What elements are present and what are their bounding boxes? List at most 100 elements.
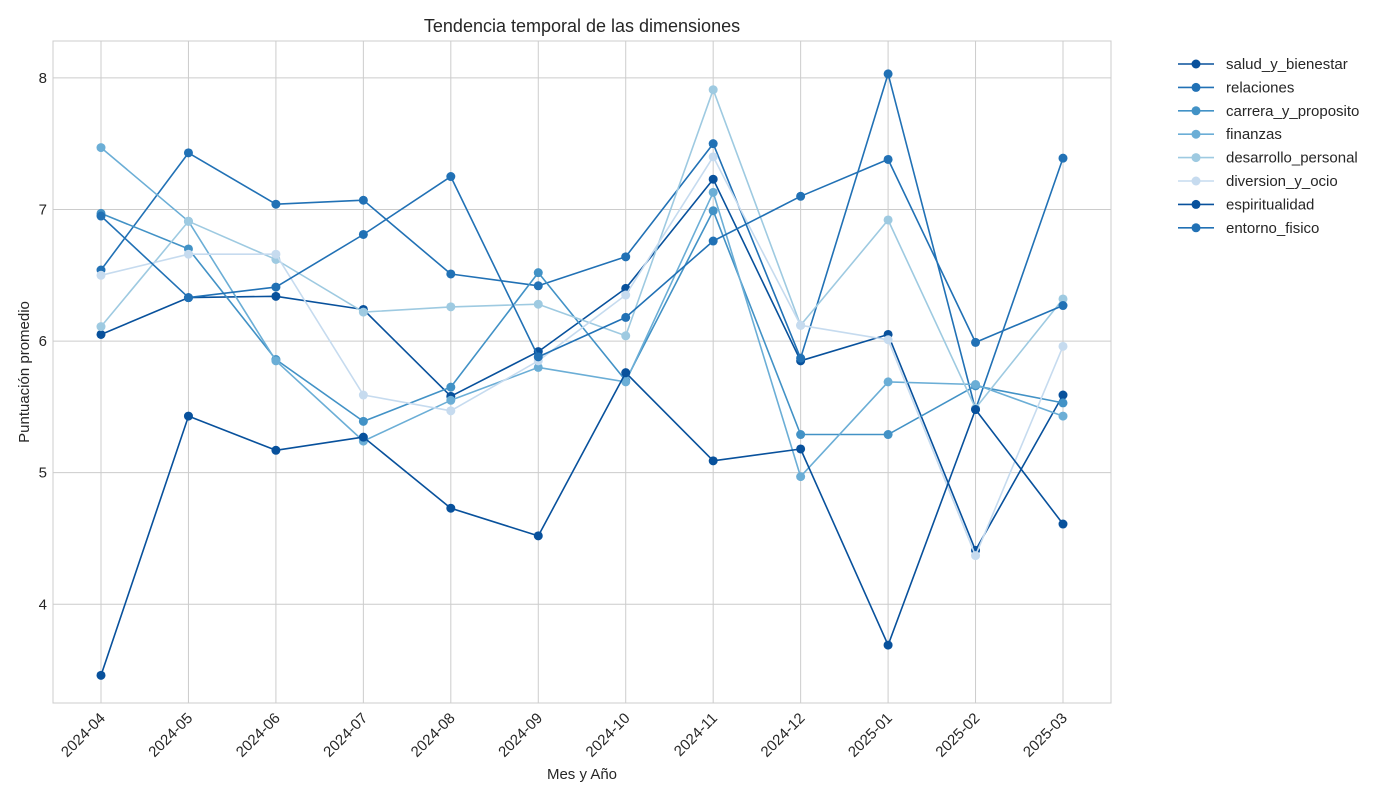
data-point-finanzas	[621, 377, 631, 387]
legend-item-carrera_y_proposito: carrera_y_proposito	[1178, 103, 1359, 120]
data-point-carrera_y_proposito	[358, 416, 368, 426]
legend-item-diversion_y_ocio: diversion_y_ocio	[1178, 173, 1338, 190]
legend-label-relaciones: relaciones	[1226, 79, 1294, 96]
data-point-relaciones	[533, 281, 543, 291]
legend-marker-salud_y_bienestar	[1191, 59, 1201, 69]
data-point-diversion_y_ocio	[271, 249, 281, 259]
data-point-entorno_fisico	[796, 191, 806, 201]
data-point-entorno_fisico	[883, 154, 893, 164]
x-tick-labels: 2024-04 2024-05 2024-06 2024-07 2024-08 2024-…	[58, 710, 1071, 761]
data-point-finanzas	[971, 380, 981, 390]
data-point-finanzas	[271, 356, 281, 366]
data-point-espiritualidad	[621, 368, 631, 378]
data-point-carrera_y_proposito	[708, 206, 718, 216]
data-point-desarrollo_personal	[358, 307, 368, 317]
data-point-desarrollo_personal	[533, 299, 543, 309]
data-point-finanzas	[708, 187, 718, 197]
data-point-relaciones	[271, 199, 281, 209]
data-point-espiritualidad	[96, 670, 106, 680]
legend-marker-diversion_y_ocio	[1191, 176, 1201, 186]
data-point-relaciones	[446, 269, 456, 279]
data-point-carrera_y_proposito	[883, 430, 893, 440]
data-point-diversion_y_ocio	[883, 335, 893, 345]
data-point-carrera_y_proposito	[796, 430, 806, 440]
y-tick-label: 8	[39, 70, 47, 87]
data-point-espiritualidad	[183, 411, 193, 421]
series-line-finanzas	[100, 146, 1064, 478]
data-point-salud_y_bienestar	[271, 291, 281, 301]
data-point-entorno_fisico	[183, 293, 193, 303]
data-point-diversion_y_ocio	[708, 152, 718, 162]
series-line-carrera_y_proposito	[100, 210, 1064, 436]
x-tick-label: 2024-09	[495, 710, 546, 761]
data-point-desarrollo_personal	[1058, 294, 1068, 304]
data-point-entorno_fisico	[1058, 301, 1068, 311]
x-tick-label: 2024-05	[145, 710, 196, 761]
data-point-salud_y_bienestar	[1058, 390, 1068, 400]
data-point-carrera_y_proposito	[1058, 398, 1068, 408]
data-point-desarrollo_personal	[96, 322, 106, 332]
legend-marker-carrera_y_proposito	[1191, 106, 1201, 116]
legend-item-entorno_fisico: entorno_fisico	[1178, 220, 1319, 237]
x-tick-label: 2024-08	[408, 710, 459, 761]
data-point-diversion_y_ocio	[446, 406, 456, 416]
series-line-espiritualidad	[100, 371, 1064, 676]
data-point-desarrollo_personal	[708, 85, 718, 95]
x-tick-label: 2025-03	[1020, 710, 1071, 761]
y-tick-label: 6	[39, 333, 47, 350]
y-tick-label: 4	[39, 596, 47, 613]
data-point-diversion_y_ocio	[796, 320, 806, 330]
legend-label-entorno_fisico: entorno_fisico	[1226, 220, 1319, 237]
data-point-salud_y_bienestar	[708, 174, 718, 184]
data-point-espiritualidad	[358, 432, 368, 442]
data-point-espiritualidad	[796, 444, 806, 454]
data-point-entorno_fisico	[358, 229, 368, 239]
legend-label-salud_y_bienestar: salud_y_bienestar	[1226, 56, 1348, 73]
data-point-espiritualidad	[271, 445, 281, 455]
data-point-finanzas	[96, 143, 106, 153]
series-entorno_fisico	[96, 154, 1068, 362]
series-line-relaciones	[100, 73, 1064, 411]
series-diversion_y_ocio	[96, 152, 1068, 561]
x-tick-label: 2024-06	[233, 710, 284, 761]
legend-marker-finanzas	[1191, 129, 1201, 139]
x-tick-label: 2024-04	[58, 710, 109, 761]
data-point-desarrollo_personal	[183, 216, 193, 226]
data-point-carrera_y_proposito	[533, 268, 543, 278]
legend-item-espiritualidad: espiritualidad	[1178, 196, 1314, 213]
series-espiritualidad	[96, 368, 1068, 680]
data-point-finanzas	[533, 362, 543, 372]
data-point-finanzas	[883, 377, 893, 387]
legend-label-finanzas: finanzas	[1226, 126, 1282, 143]
data-point-relaciones	[358, 195, 368, 205]
data-point-relaciones	[883, 69, 893, 79]
legend-item-desarrollo_personal: desarrollo_personal	[1178, 150, 1358, 167]
legend-marker-desarrollo_personal	[1191, 153, 1201, 163]
data-point-desarrollo_personal	[621, 331, 631, 341]
legend-label-espiritualidad: espiritualidad	[1226, 196, 1314, 213]
legend-marker-entorno_fisico	[1191, 223, 1201, 233]
data-point-espiritualidad	[708, 456, 718, 466]
x-tick-label: 2025-01	[845, 710, 896, 761]
grid-lines	[53, 41, 1111, 703]
data-point-relaciones	[708, 139, 718, 149]
series-line-entorno_fisico	[100, 158, 1064, 358]
x-tick-label: 2025-02	[932, 710, 983, 761]
y-axis-label: Puntuación promedio	[16, 301, 33, 443]
data-point-espiritualidad	[971, 405, 981, 415]
legend-label-diversion_y_ocio: diversion_y_ocio	[1226, 173, 1338, 190]
data-point-diversion_y_ocio	[971, 551, 981, 561]
data-point-finanzas	[446, 395, 456, 405]
data-point-entorno_fisico	[533, 352, 543, 362]
x-axis-label: Mes y Año	[547, 766, 617, 783]
legend-item-finanzas: finanzas	[1178, 126, 1282, 143]
legend-item-salud_y_bienestar: salud_y_bienestar	[1178, 56, 1348, 73]
data-point-finanzas	[796, 472, 806, 482]
data-point-diversion_y_ocio	[621, 290, 631, 300]
y-tick-labels: 4 5 6 7 8	[39, 70, 47, 613]
y-tick-label: 5	[39, 465, 47, 482]
data-point-espiritualidad	[1058, 519, 1068, 529]
data-point-entorno_fisico	[621, 312, 631, 322]
data-point-diversion_y_ocio	[96, 270, 106, 280]
data-point-entorno_fisico	[971, 337, 981, 347]
